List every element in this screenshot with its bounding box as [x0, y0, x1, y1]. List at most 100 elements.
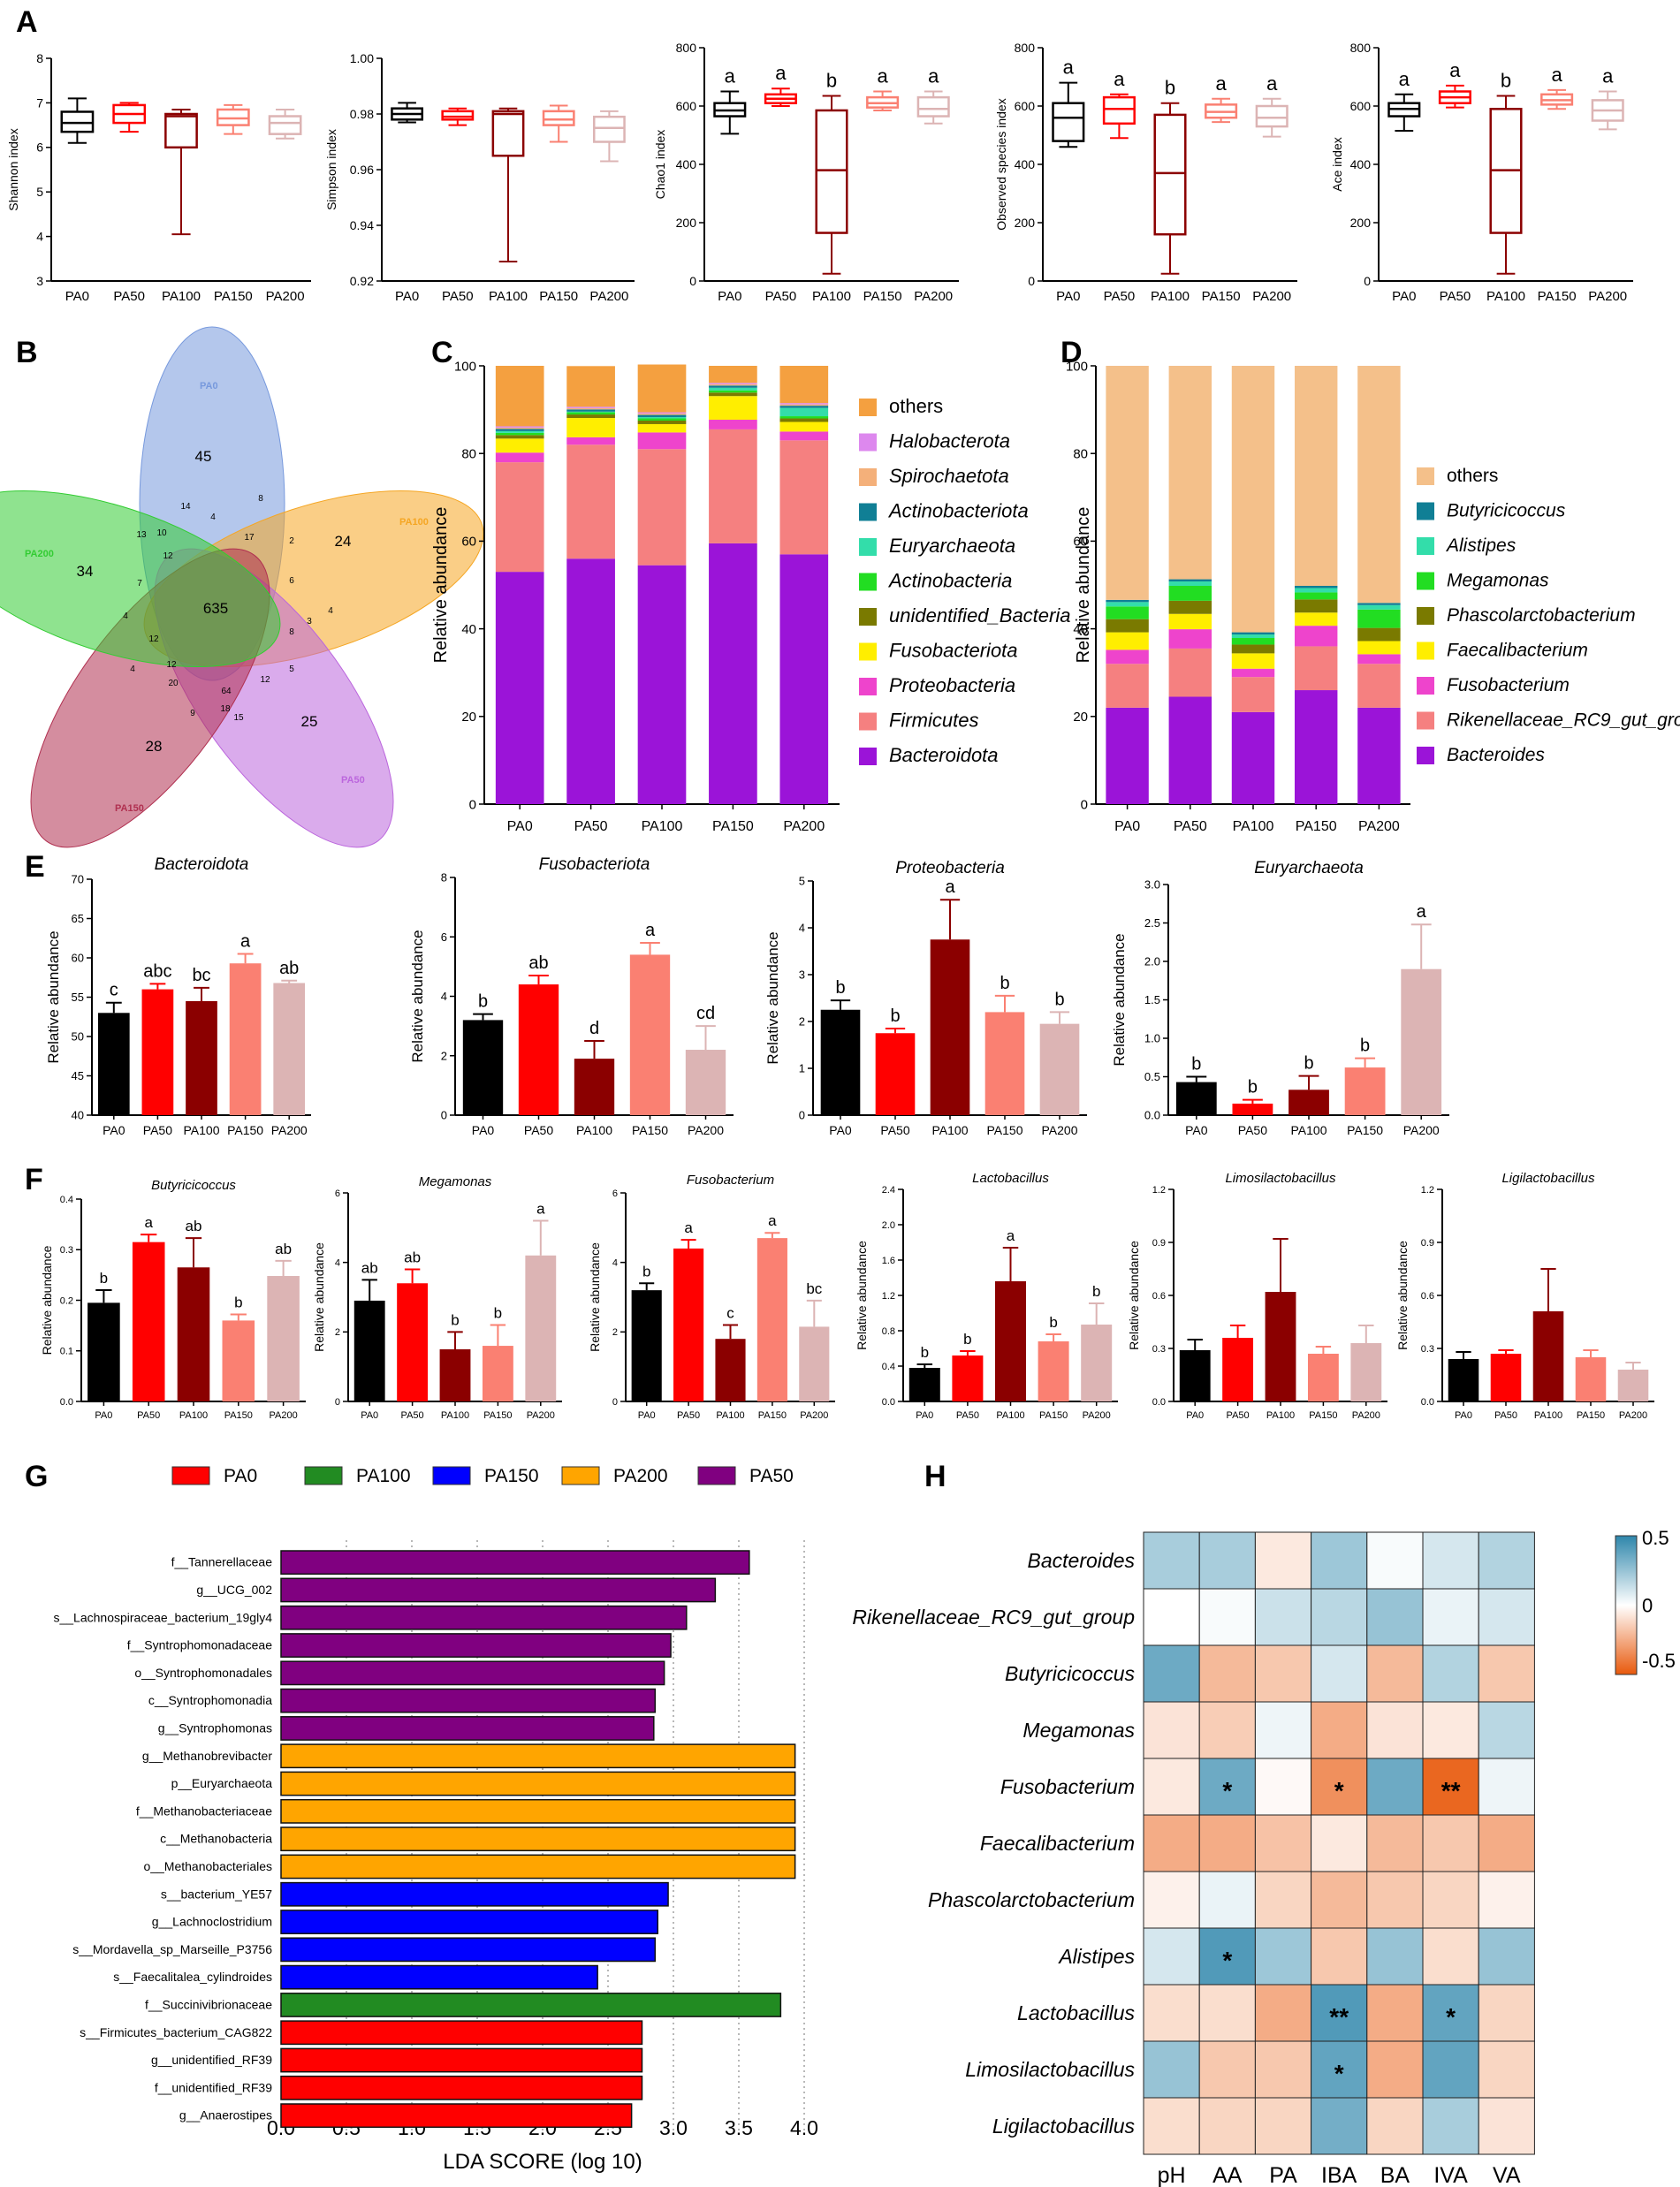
- significance-star: *: [1222, 1777, 1232, 1804]
- bar-pa0: [1448, 1359, 1479, 1401]
- legend-swatch: [1417, 502, 1434, 520]
- y-axis-label: Ace index: [1330, 137, 1344, 191]
- stacked-segment: [566, 411, 615, 413]
- venn-set-name: PA200: [25, 549, 54, 559]
- legend-swatch: [1417, 747, 1434, 764]
- chart-title: Euryarchaeota: [1254, 859, 1364, 877]
- bar-pa150: [984, 1012, 1025, 1115]
- legend-label: Spirochaetota: [889, 465, 1009, 487]
- venn-count: 9: [190, 709, 195, 718]
- heatmap-cell: [1254, 1984, 1312, 2042]
- sig-letter: a: [877, 65, 888, 87]
- heatmap-cell: [1478, 1758, 1535, 1816]
- boxplot-simpson: 0.92 0.94 0.96 0.98 1.00 Simpson index PA0 PA50…: [324, 51, 635, 304]
- y-tick-label: 0.0: [882, 1397, 895, 1408]
- legend-label: Actinobacteriota: [887, 500, 1029, 522]
- legend-label: Bacteroides: [1447, 745, 1545, 765]
- sig-letter: b: [1054, 990, 1064, 1009]
- stacked-segment: [1357, 603, 1401, 605]
- heatmap-cell: [1254, 1531, 1312, 1590]
- heatmap-cell: [1366, 1588, 1424, 1646]
- x-tick-label: PA50: [442, 289, 474, 304]
- y-tick-label: 80: [1073, 446, 1088, 461]
- x-tick-label: PA0: [1056, 289, 1080, 304]
- sig-letter: a: [725, 65, 736, 87]
- stacked-segment: [566, 366, 615, 407]
- box-pa150: [542, 110, 575, 126]
- heatmap-cell: [1254, 1701, 1312, 1759]
- venn-count: 7: [137, 579, 142, 589]
- bar-pa0: [1175, 1082, 1217, 1115]
- stacked-segment: [1294, 588, 1338, 593]
- chart-title: Ligilactobacillus: [1501, 1171, 1595, 1186]
- panel-letter: C: [431, 336, 453, 369]
- y-tick-label: 0: [799, 1109, 805, 1122]
- stacked-segment: [1231, 638, 1275, 645]
- legend-label: Fusobacterium: [1447, 675, 1570, 695]
- heatmap-cell: [1254, 1758, 1312, 1816]
- x-tick-label: PA200: [527, 1410, 555, 1421]
- boxplot-observed-species: 0 200 400 600 800 Observed species index PA0 a P…: [994, 41, 1297, 304]
- stacked-segment: [1106, 707, 1149, 804]
- stacked-segment: [637, 414, 687, 418]
- y-tick-label: 0.2: [60, 1295, 73, 1306]
- x-tick-label: PA100: [184, 1123, 220, 1137]
- bar-pa0: [1179, 1350, 1211, 1401]
- stacked-segment: [495, 366, 544, 427]
- panel-letter: G: [25, 1460, 48, 1493]
- y-tick-label: 5: [36, 185, 43, 199]
- x-tick-label: PA100: [576, 1123, 612, 1137]
- bar-chart-proteobacteria: 0 1 2 3 4 5 Relative abundance Proteobacteria PA…: [764, 859, 1087, 1137]
- stacked-segment: [566, 558, 615, 804]
- x-axis-label: LDA SCORE (log 10): [443, 2150, 642, 2174]
- sig-letter: b: [642, 1263, 650, 1280]
- bar-pa200: [1401, 968, 1442, 1115]
- venn-count: 45: [195, 448, 212, 465]
- stacked-bar-chart-c: 0 20 40 60 80 100 Relative abundance PA0 PA50 PA1…: [431, 359, 1070, 834]
- bar-pa0: [908, 1368, 940, 1401]
- stacked-segment: [709, 420, 757, 429]
- x-tick-label: PA100: [642, 819, 683, 834]
- legend-label: Bacteroidota: [889, 744, 999, 766]
- x-tick-label: PA50: [574, 819, 608, 834]
- legend-swatch: [1417, 572, 1434, 590]
- venn-count: 12: [163, 551, 173, 561]
- x-tick-label: PA0: [718, 289, 741, 304]
- lda-bar-label: f__Succinivibrionaceae: [145, 1997, 272, 2011]
- stacked-segment: [495, 427, 544, 429]
- heatmap-row-label: Limosilactobacillus: [965, 2058, 1135, 2081]
- heatmap-cell: [1198, 1871, 1256, 1929]
- y-tick-label: 0: [441, 1109, 447, 1122]
- stacked-segment: [1168, 600, 1212, 614]
- y-axis-label: Relative abundance: [409, 930, 426, 1062]
- legend-label: Alistipes: [1445, 535, 1517, 556]
- bar-chart-lactobacillus: 0.0 0.4 0.8 1.2 1.6 2.0 2.4 Relative abundance L…: [855, 1171, 1118, 1421]
- x-tick-label: PA200: [1352, 1410, 1380, 1421]
- x-tick-label: PA200: [914, 289, 953, 304]
- y-tick-label: 60: [1073, 535, 1088, 550]
- legend-swatch: [859, 503, 877, 521]
- x-tick-label: PA150: [632, 1123, 668, 1137]
- x-tick-label: PA200: [589, 289, 628, 304]
- x-tick-label: PA150: [214, 289, 253, 304]
- lda-bar-label: o__Methanobacteriales: [143, 1859, 272, 1873]
- lda-bar: [280, 1605, 688, 1630]
- chart-title: Butyricicoccus: [151, 1178, 236, 1193]
- heatmap-cell: [1143, 2097, 1200, 2155]
- heatmap-cell: [1143, 1758, 1200, 1816]
- heatmap-cell: [1422, 1814, 1479, 1872]
- heatmap-row-label: Alistipes: [1057, 1945, 1135, 1968]
- y-tick-label: 400: [1015, 157, 1036, 171]
- sig-letter: ab: [528, 953, 548, 973]
- sig-letter: b: [1360, 1037, 1370, 1056]
- heatmap-cell: [1366, 1701, 1424, 1759]
- legend-swatch: [697, 1466, 736, 1485]
- sig-letter: b: [451, 1311, 459, 1328]
- venn-count: 4: [210, 513, 216, 522]
- heatmap-col-label: AA: [1212, 2163, 1243, 2187]
- sig-letter: ab: [404, 1249, 421, 1266]
- bar-pa200: [685, 1050, 726, 1115]
- lda-bar-label: g__Lachnoclostridium: [152, 1915, 272, 1929]
- y-tick-label: 8: [441, 871, 447, 885]
- stacked-segment: [779, 421, 829, 432]
